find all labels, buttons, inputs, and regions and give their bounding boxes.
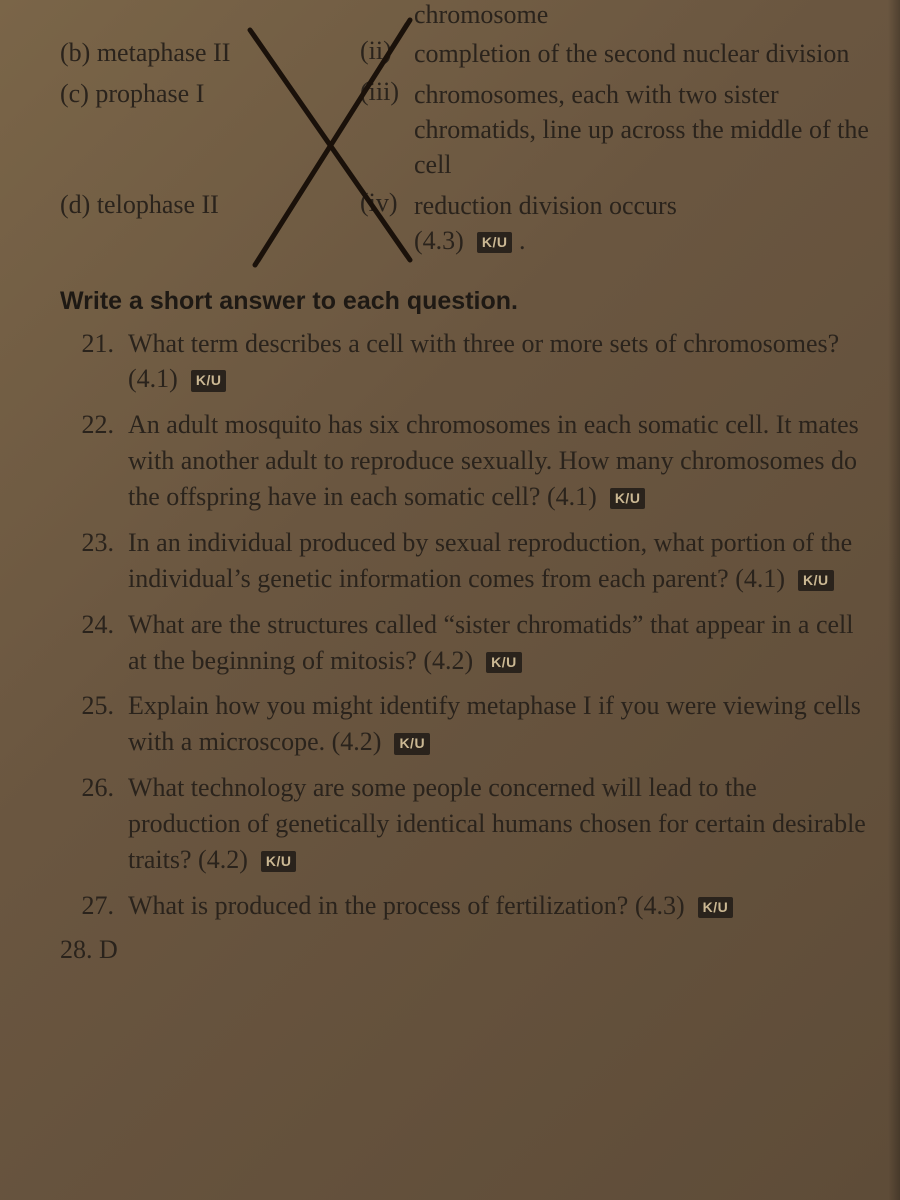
match-left-text: telophase II	[97, 190, 219, 219]
q-ref: (4.2)	[332, 727, 382, 756]
match-right-ii: (ii) completion of the second nuclear di…	[360, 36, 870, 71]
question-25: 25. Explain how you might identify metap…	[60, 688, 870, 760]
match-iv-text: reduction division occurs	[414, 191, 677, 220]
q-body: What term describes a cell with three or…	[128, 329, 839, 358]
ku-tag: K/U	[477, 232, 513, 253]
question-number: 23.	[60, 525, 128, 597]
section-header: Write a short answer to each question.	[60, 287, 870, 316]
match-row-b: (b) metaphase II (ii) completion of the …	[60, 36, 870, 71]
match-i-tail: chromosome	[60, 0, 870, 30]
match-right-marker: (ii)	[360, 36, 414, 71]
q-ref: (4.1)	[735, 564, 785, 593]
page-edge-shadow	[888, 0, 900, 1200]
q-ref: (4.1)	[547, 482, 597, 511]
question-number: 21.	[60, 326, 128, 398]
question-21: 21. What term describes a cell with thre…	[60, 326, 870, 398]
question-text: An adult mosquito has six chromosomes in…	[128, 407, 870, 515]
match-right-marker: (iv)	[360, 188, 414, 258]
ku-tag: K/U	[486, 652, 522, 673]
cutoff-text: 28. D	[60, 932, 870, 968]
question-22: 22. An adult mosquito has six chromosome…	[60, 407, 870, 515]
question-text: What is produced in the process of ferti…	[128, 888, 870, 924]
match-right-text: completion of the second nuclear divisio…	[414, 36, 870, 71]
ku-tag: K/U	[191, 370, 227, 391]
question-text: In an individual produced by sexual repr…	[128, 525, 870, 597]
ku-tag: K/U	[610, 488, 646, 509]
question-text: What term describes a cell with three or…	[128, 326, 870, 398]
question-27: 27. What is produced in the process of f…	[60, 888, 870, 924]
match-left-marker: (d)	[60, 190, 90, 219]
question-text: What are the structures called “sister c…	[128, 607, 870, 679]
q-ref: (4.2)	[198, 845, 248, 874]
match-left-d: (d) telophase II	[60, 188, 360, 220]
question-number: 24.	[60, 607, 128, 679]
ku-tag: K/U	[261, 851, 297, 872]
question-number: 26.	[60, 770, 128, 878]
ku-tag: K/U	[798, 570, 834, 591]
match-right-iii: (iii) chromosomes, each with two sister …	[360, 77, 870, 182]
match-ref-num: (4.3)	[414, 226, 464, 255]
match-left-marker: (b)	[60, 38, 90, 67]
match-left-c: (c) prophase I	[60, 77, 360, 109]
question-24: 24. What are the structures called “sist…	[60, 607, 870, 679]
question-text: What technology are some people concerne…	[128, 770, 870, 878]
question-number: 22.	[60, 407, 128, 515]
match-left-b: (b) metaphase II	[60, 36, 360, 68]
q-body: Explain how you might identify metaphase…	[128, 691, 861, 756]
textbook-page: chromosome (b) metaphase II (ii) complet…	[0, 0, 900, 1200]
match-right-text: reduction division occurs (4.3) K/U .	[414, 188, 870, 258]
question-text: Explain how you might identify metaphase…	[128, 688, 870, 760]
ku-tag: K/U	[394, 733, 430, 754]
match-left-text: metaphase II	[97, 38, 231, 67]
q-ref: (4.2)	[423, 646, 473, 675]
ku-tag: K/U	[698, 897, 734, 918]
match-right-marker: (iii)	[360, 77, 414, 182]
question-28-cutoff: 28. D	[60, 932, 870, 968]
match-right-text: chromosomes, each with two sister chroma…	[414, 77, 870, 182]
q-ref: (4.3)	[635, 891, 685, 920]
match-left-marker: (c)	[60, 79, 89, 108]
question-number: 27.	[60, 888, 128, 924]
match-left-text: prophase I	[95, 79, 204, 108]
question-23: 23. In an individual produced by sexual …	[60, 525, 870, 597]
question-26: 26. What technology are some people conc…	[60, 770, 870, 878]
match-ref-period: .	[519, 226, 526, 255]
match-row-d: (d) telophase II (iv) reduction division…	[60, 188, 870, 258]
q-body: An adult mosquito has six chromosomes in…	[128, 410, 859, 511]
question-number: 25.	[60, 688, 128, 760]
q-body: What is produced in the process of ferti…	[128, 891, 635, 920]
q-ref: (4.1)	[128, 364, 178, 393]
match-right-iv: (iv) reduction division occurs (4.3) K/U…	[360, 188, 870, 258]
match-row-c: (c) prophase I (iii) chromosomes, each w…	[60, 77, 870, 182]
match-ref: (4.3) K/U .	[414, 226, 525, 255]
